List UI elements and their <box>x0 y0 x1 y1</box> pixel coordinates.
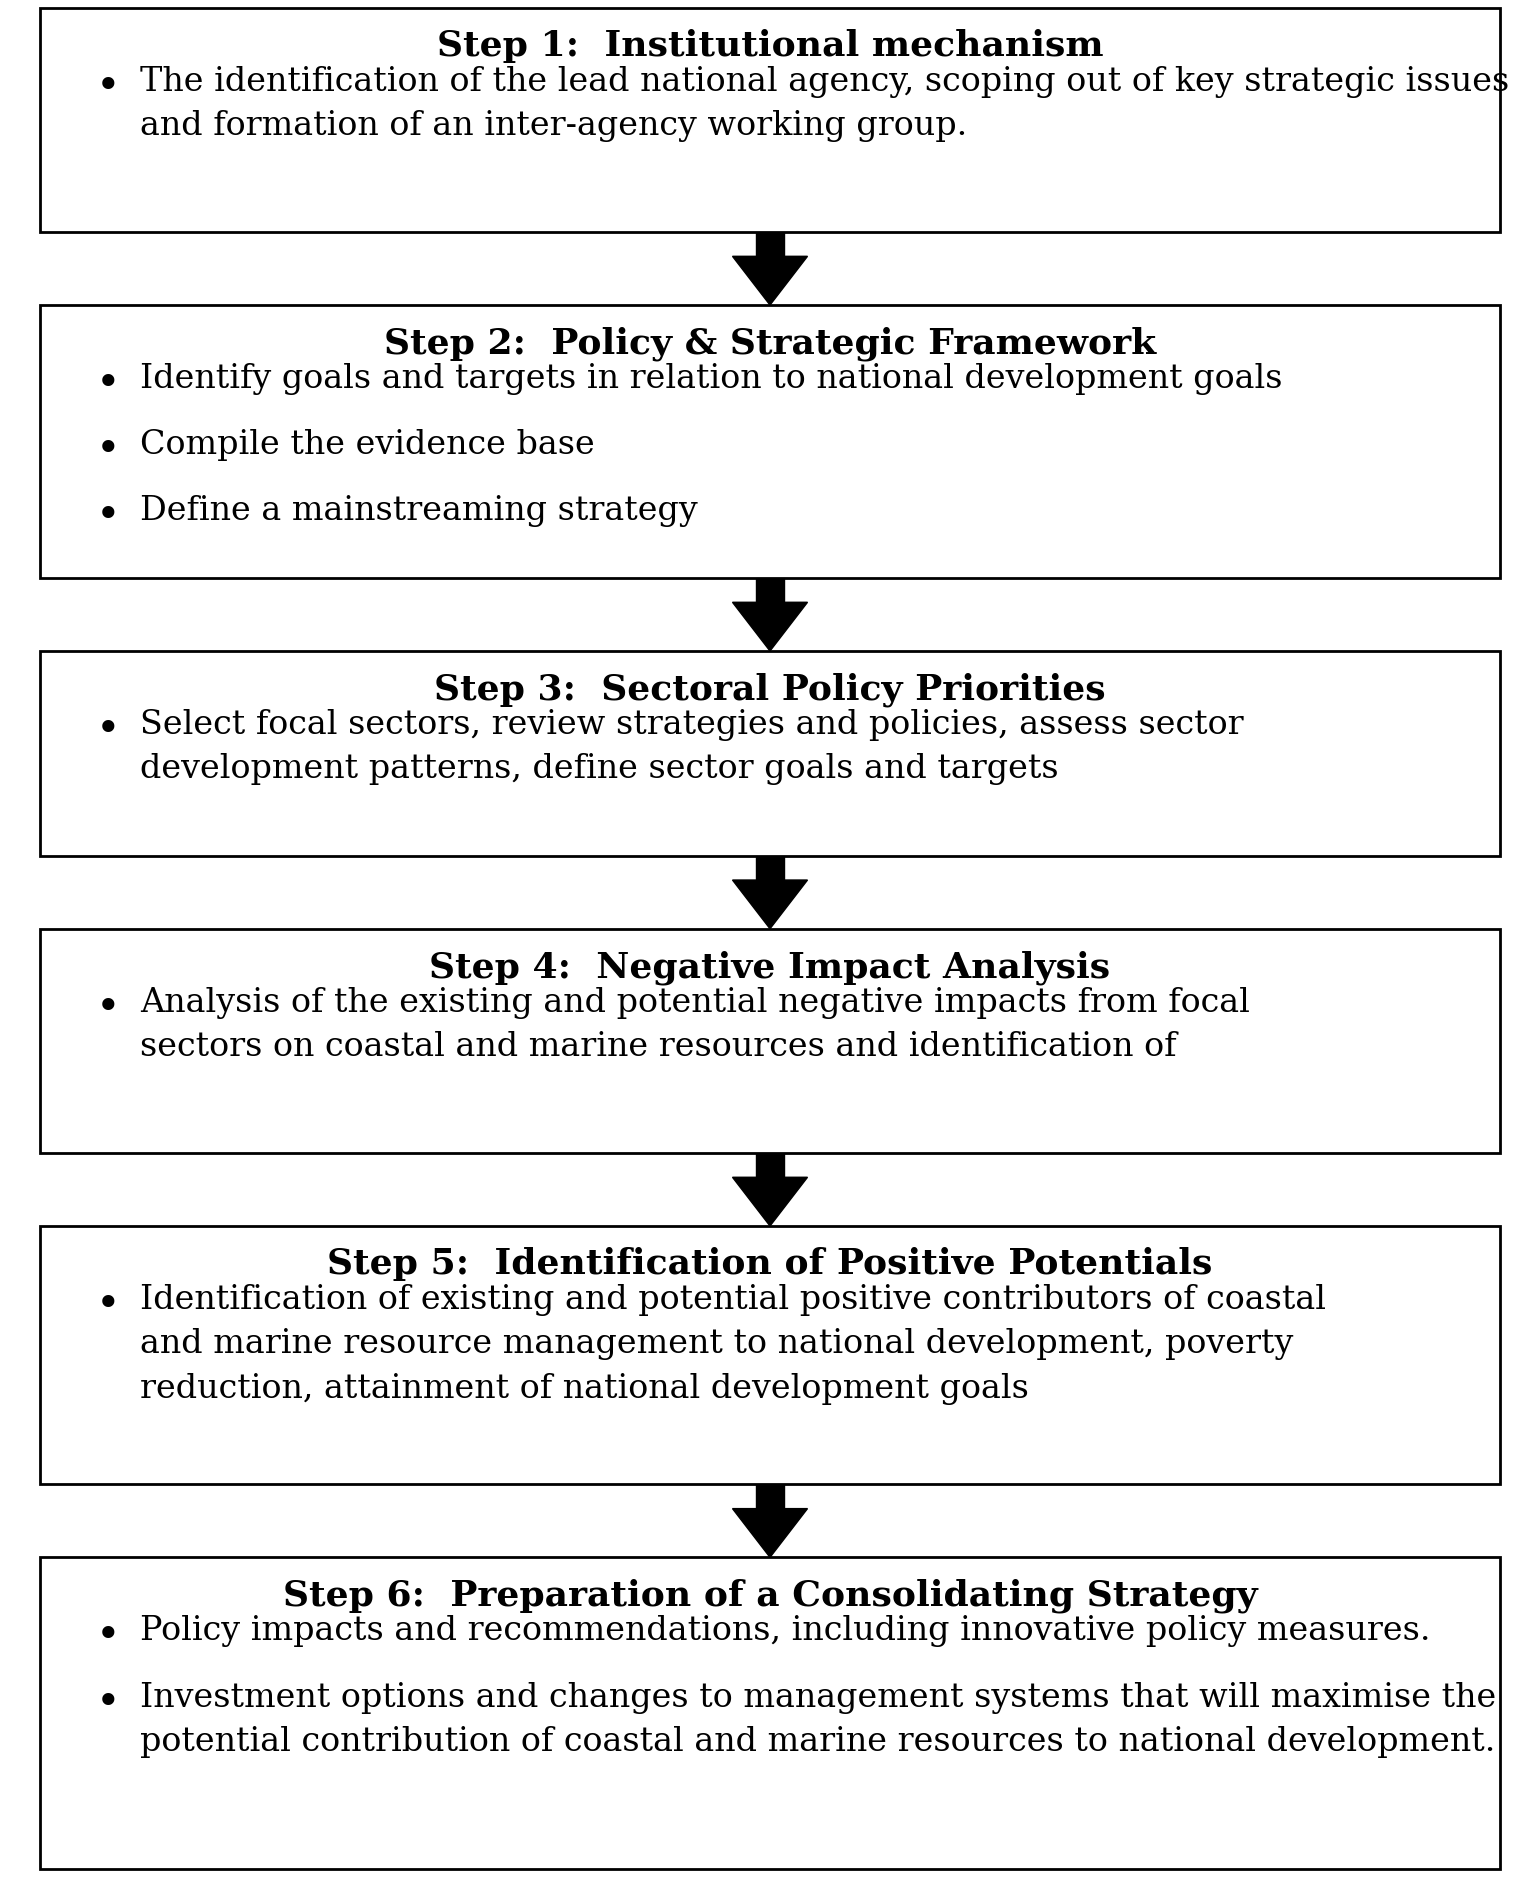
Text: Step 5:  Identification of Positive Potentials: Step 5: Identification of Positive Poten… <box>328 1248 1212 1282</box>
Bar <box>40 8 1500 233</box>
Bar <box>40 1558 1500 1869</box>
Text: •: • <box>95 987 120 1029</box>
Text: •: • <box>95 1616 120 1657</box>
Text: Identification of existing and potential positive contributors of coastal
and ma: Identification of existing and potential… <box>140 1284 1326 1404</box>
Text: Compile the evidence base: Compile the evidence base <box>140 430 594 462</box>
Text: Step 2:  Policy & Strategic Framework: Step 2: Policy & Strategic Framework <box>383 327 1157 360</box>
Polygon shape <box>733 880 807 929</box>
Text: •: • <box>95 1284 120 1325</box>
Bar <box>756 233 784 257</box>
Text: Step 4:  Negative Impact Analysis: Step 4: Negative Impact Analysis <box>430 950 1110 985</box>
Text: •: • <box>95 66 120 107</box>
Text: Policy impacts and recommendations, including innovative policy measures.: Policy impacts and recommendations, incl… <box>140 1616 1431 1648</box>
Text: •: • <box>95 496 120 537</box>
Bar <box>40 651 1500 856</box>
Polygon shape <box>733 257 807 306</box>
Text: •: • <box>95 1682 120 1723</box>
Bar <box>40 306 1500 578</box>
Text: Investment options and changes to management systems that will maximise the
pote: Investment options and changes to manage… <box>140 1682 1497 1759</box>
Text: Identify goals and targets in relation to national development goals: Identify goals and targets in relation t… <box>140 362 1283 394</box>
Text: •: • <box>95 430 120 471</box>
Text: •: • <box>95 710 120 751</box>
Polygon shape <box>733 1509 807 1558</box>
Bar <box>756 856 784 880</box>
Text: Step 3:  Sectoral Policy Priorities: Step 3: Sectoral Policy Priorities <box>434 672 1106 708</box>
Bar <box>40 1226 1500 1485</box>
Bar <box>40 929 1500 1152</box>
Text: Step 6:  Preparation of a Consolidating Strategy: Step 6: Preparation of a Consolidating S… <box>283 1579 1257 1614</box>
Text: The identification of the lead national agency, scoping out of key strategic iss: The identification of the lead national … <box>140 66 1509 143</box>
Text: Step 1:  Institutional mechanism: Step 1: Institutional mechanism <box>437 30 1103 64</box>
Text: •: • <box>95 362 120 405</box>
Bar <box>756 1152 784 1177</box>
Polygon shape <box>733 1177 807 1226</box>
Bar <box>756 1485 784 1509</box>
Text: Define a mainstreaming strategy: Define a mainstreaming strategy <box>140 496 698 527</box>
Polygon shape <box>733 603 807 651</box>
Text: Analysis of the existing and potential negative impacts from focal
sectors on co: Analysis of the existing and potential n… <box>140 987 1250 1062</box>
Bar <box>756 578 784 603</box>
Text: Select focal sectors, review strategies and policies, assess sector
development : Select focal sectors, review strategies … <box>140 710 1244 785</box>
